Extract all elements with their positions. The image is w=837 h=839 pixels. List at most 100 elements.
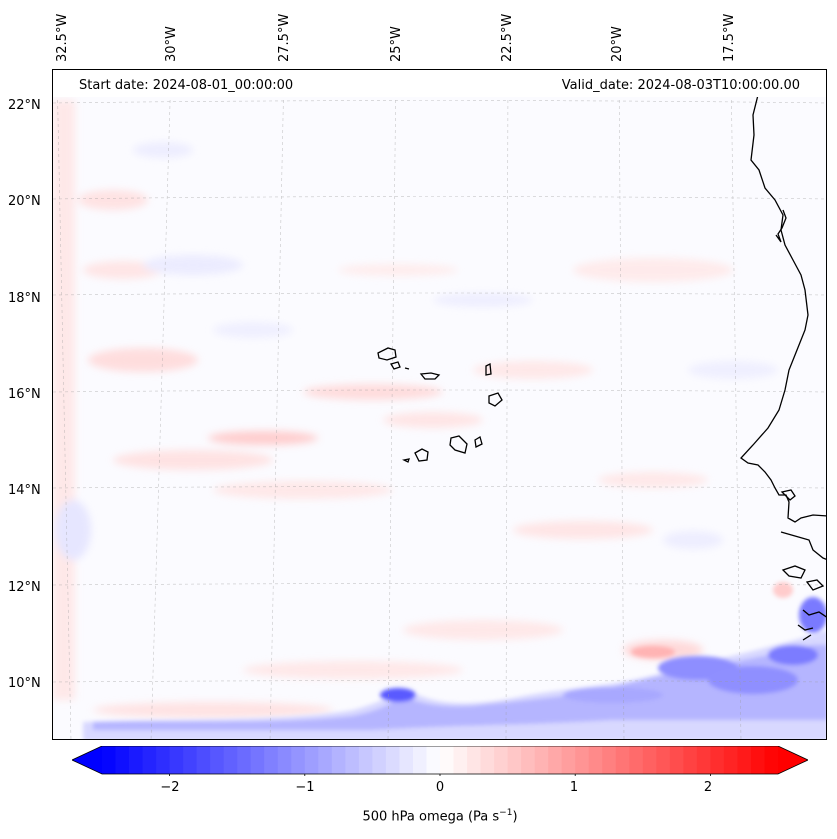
positive-omega-region <box>303 384 443 400</box>
colorbar-cell <box>440 746 455 774</box>
colorbar-cell <box>521 746 536 774</box>
colorbar-cell <box>723 746 739 774</box>
colorbar-cell <box>277 746 292 774</box>
colorbar-cell <box>750 746 766 774</box>
positive-omega-region <box>513 521 653 539</box>
ascent-core <box>768 645 818 665</box>
lon-label-25w: 25°W <box>389 26 404 62</box>
colorbar-cell <box>656 746 671 774</box>
maio-island <box>474 436 483 448</box>
santiago-island <box>449 435 468 454</box>
ascent-core <box>708 666 798 694</box>
colorbar-cell <box>250 746 265 774</box>
colorbar-cell <box>264 746 279 774</box>
colorbar-cell <box>142 746 157 774</box>
bijagos-island <box>781 565 806 579</box>
positive-omega-region <box>83 261 163 279</box>
sal-island <box>485 362 492 376</box>
colorbar-outline <box>72 746 808 775</box>
omega-map: Start date: 2024-08-01_00:00:00 Valid_da… <box>52 69 827 740</box>
colorbar-cell <box>183 746 198 774</box>
ascent-core <box>799 597 826 633</box>
colorbar-tick-label: 0 <box>435 780 445 795</box>
gridline-lon <box>56 70 72 739</box>
colorbar-cell <box>575 746 590 774</box>
gridline-lat <box>53 292 826 296</box>
colorbar-tick-label: 1 <box>569 780 579 795</box>
colorbar-cell <box>467 746 482 774</box>
guinea-coast <box>797 609 826 641</box>
gridline-lat <box>53 196 826 200</box>
colorbar-cell <box>223 746 238 774</box>
lon-label-27-5w: 27.5°W <box>277 13 292 62</box>
coastlines <box>377 94 826 641</box>
colorbar-cell <box>129 746 144 774</box>
colorbar-cell <box>156 746 171 774</box>
colorbar-cell <box>494 746 509 774</box>
colorbar-tick-label: −2 <box>160 780 180 795</box>
colorbar-cell <box>696 746 711 774</box>
brava-island <box>402 458 410 463</box>
colorbar-cell <box>102 746 117 774</box>
positive-omega-region <box>213 481 393 499</box>
colorbar-cell <box>385 746 401 774</box>
positive-omega-region <box>243 661 463 679</box>
colorbar-cell <box>683 746 698 774</box>
santo-antao-island <box>377 347 397 361</box>
colorbar-cell <box>602 746 617 774</box>
gridline-lon <box>269 70 285 739</box>
positive-omega-region <box>773 582 793 598</box>
positive-omega-region <box>208 431 318 445</box>
negative-omega-region <box>688 361 778 379</box>
colorbar-cell <box>710 746 725 774</box>
start-date-label: Start date: 2024-08-01_00:00:00 <box>79 78 294 93</box>
colorbar-cell <box>304 746 319 774</box>
colorbar-label-exponent: −1 <box>499 808 513 818</box>
colorbar-label-close: ) <box>512 809 518 825</box>
lat-label-10n: 10°N <box>8 676 41 691</box>
western-sahara-coast <box>775 209 787 243</box>
colorbar-tick-label: −1 <box>295 780 315 795</box>
negative-omega-region <box>433 293 533 307</box>
positive-omega-region <box>78 190 148 210</box>
fogo-island <box>414 448 429 462</box>
colorbar-label-text: 500 hPa omega (Pa s <box>362 809 500 825</box>
gridline-lon <box>505 70 509 739</box>
colorbar-cell <box>588 746 603 774</box>
lon-label-22-5w: 22.5°W <box>500 13 515 62</box>
lat-label-14n: 14°N <box>8 483 41 498</box>
lon-label-20w: 20°W <box>610 26 625 62</box>
gridline-lon <box>387 70 397 739</box>
bijagos-island <box>805 579 825 591</box>
lon-label-30w: 30°W <box>164 26 179 62</box>
lat-label-18n: 18°N <box>8 291 41 306</box>
colorbar-cell <box>453 746 468 774</box>
colorbar-cell <box>210 746 225 774</box>
colorbar-cell <box>115 746 130 774</box>
negative-omega-region <box>55 500 91 560</box>
positive-omega-region <box>93 702 333 718</box>
sao-nicolau-island <box>419 372 441 380</box>
colorbar-cell <box>561 746 576 774</box>
colorbar-cell <box>534 746 549 774</box>
lat-label-20n: 20°N <box>8 194 41 209</box>
cap-vert-peninsula <box>780 489 796 501</box>
positive-omega-region <box>383 412 483 428</box>
positive-omega-region <box>113 450 273 470</box>
colorbar-cell <box>507 746 522 774</box>
colorbar-min-extend <box>72 746 102 774</box>
gridline-lat <box>53 583 826 586</box>
sao-vicente-island <box>390 361 401 370</box>
colorbar-cell <box>426 746 441 774</box>
colorbar-max-extend <box>778 746 808 774</box>
colorbar-tick-label: 2 <box>703 780 713 795</box>
positive-omega-region <box>403 620 563 640</box>
ascent-core <box>380 688 416 702</box>
colorbar-cell <box>169 746 184 774</box>
valid-date-label: Valid_date: 2024-08-03T10:00:00.00 <box>561 78 800 93</box>
gridline-lon <box>618 70 625 739</box>
positive-omega-region <box>573 258 733 282</box>
negative-omega-region <box>133 142 193 158</box>
lat-label-22n: 22°N <box>8 98 41 113</box>
colorbar-cell <box>358 746 373 774</box>
